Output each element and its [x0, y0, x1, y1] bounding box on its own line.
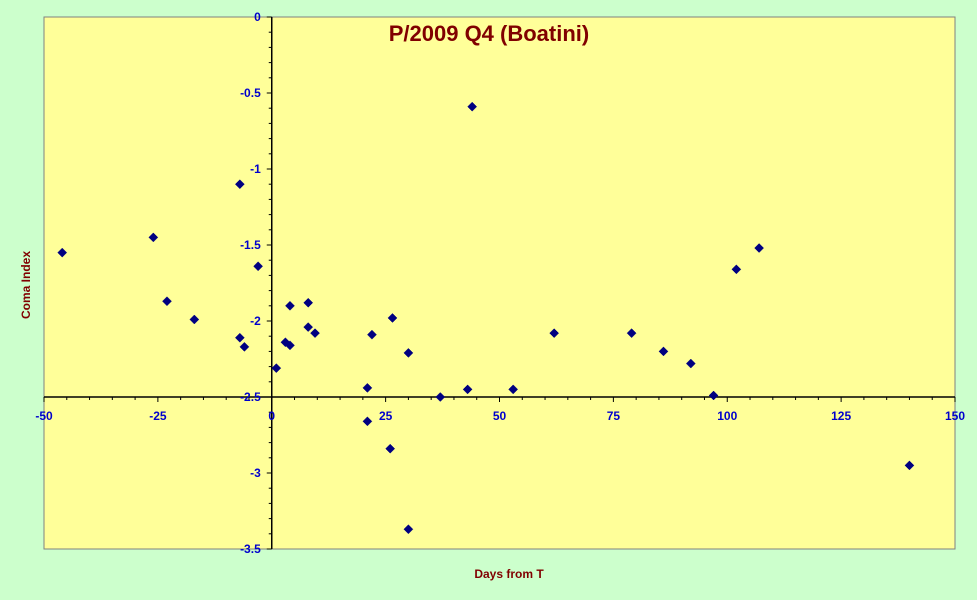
data-point	[362, 416, 373, 427]
x-tick-label: 50	[493, 409, 507, 423]
x-tick-label: 75	[607, 409, 621, 423]
x-tick-label: 125	[831, 409, 851, 423]
y-tick-label: -1	[250, 162, 261, 176]
data-point	[387, 313, 398, 323]
data-point	[148, 232, 159, 243]
data-point	[310, 328, 320, 339]
data-point	[685, 358, 696, 369]
data-point	[754, 243, 764, 253]
data-points	[57, 101, 915, 535]
chart-title: P/2009 Q4 (Boatini)	[389, 21, 590, 46]
data-point	[385, 443, 396, 454]
data-point	[462, 384, 473, 395]
plot-area	[43, 16, 956, 550]
data-point	[162, 296, 172, 307]
data-point	[285, 340, 295, 351]
axes	[43, 16, 956, 550]
y-tick-label: -3.5	[240, 542, 261, 556]
y-tick-label: -2.5	[240, 390, 261, 404]
data-point	[549, 328, 560, 339]
y-tick-label: -1.5	[240, 238, 261, 252]
y-tick-label: -3	[250, 466, 261, 480]
data-point	[57, 247, 68, 258]
data-point	[367, 329, 377, 340]
y-axis-title: Coma Index	[19, 251, 33, 319]
x-tick-label: 150	[945, 409, 965, 423]
x-tick-label: 0	[268, 409, 275, 423]
y-tick-label: -0.5	[240, 86, 261, 100]
data-point	[303, 322, 314, 332]
data-point	[271, 363, 282, 373]
x-tick-label: 100	[717, 409, 737, 423]
x-tick-label: 25	[379, 409, 393, 423]
data-point	[435, 392, 446, 402]
tick-labels: -50 -25 0 25 50 75 100 125 150 0 -0.5 -1 -1.5 -2 -2.5 -…	[35, 10, 965, 556]
data-point	[658, 346, 669, 357]
y-tick-label: 0	[254, 10, 261, 24]
data-point	[362, 383, 373, 393]
data-point	[285, 300, 295, 311]
x-tick-label: -50	[35, 409, 53, 423]
data-point	[235, 179, 245, 190]
data-point	[508, 384, 519, 395]
data-point	[253, 261, 263, 272]
data-point	[731, 264, 742, 275]
data-point	[239, 341, 250, 352]
x-axis-title: Days from T	[474, 567, 544, 581]
data-point	[467, 101, 478, 112]
data-point	[235, 332, 245, 343]
data-point	[403, 524, 414, 535]
y-tick-label: -2	[250, 314, 261, 328]
data-point	[303, 297, 314, 308]
x-tick-label: -25	[149, 409, 167, 423]
data-point	[403, 348, 414, 358]
data-point	[708, 390, 719, 401]
data-point	[904, 460, 915, 471]
data-point	[626, 328, 637, 339]
data-point	[189, 314, 200, 325]
